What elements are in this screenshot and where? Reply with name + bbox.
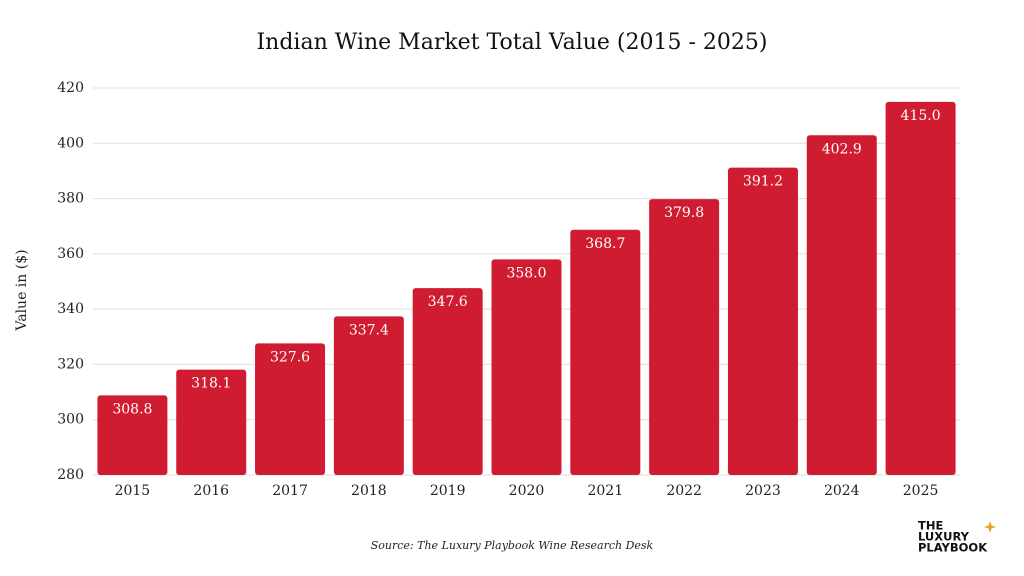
value-label: 358.0 (506, 265, 546, 281)
value-label: 391.2 (743, 174, 783, 190)
x-tick-label: 2019 (430, 483, 466, 499)
bar (649, 199, 720, 476)
x-tick-label: 2022 (666, 483, 702, 499)
value-label: 347.6 (428, 294, 468, 310)
bar (333, 316, 404, 475)
logo-text: LUXURY (918, 530, 970, 544)
x-tick-label: 2023 (745, 483, 781, 499)
y-tick-label: 380 (57, 191, 84, 207)
source-note: Source: The Luxury Playbook Wine Researc… (371, 539, 654, 552)
bar (97, 395, 168, 475)
x-tick-label: 2025 (903, 483, 939, 499)
y-axis-label: Value in ($) (14, 249, 30, 331)
x-tick-label: 2018 (351, 483, 387, 499)
y-tick-label: 420 (57, 80, 84, 96)
bar (255, 343, 326, 475)
chart-title: Indian Wine Market Total Value (2015 - 2… (256, 30, 767, 55)
value-label: 308.8 (112, 401, 152, 417)
x-tick-label: 2021 (587, 483, 623, 499)
logo-text: PLAYBOOK (918, 541, 988, 555)
value-label: 318.1 (191, 376, 231, 392)
x-tick-label: 2024 (824, 483, 860, 499)
value-label: 402.9 (822, 141, 862, 157)
y-tick-label: 340 (57, 301, 84, 317)
bar (570, 229, 641, 475)
x-tick-label: 2017 (272, 483, 308, 499)
value-label: 368.7 (585, 236, 625, 252)
value-label: 415.0 (901, 108, 941, 124)
logo-star (984, 521, 996, 533)
x-tick-label: 2020 (509, 483, 545, 499)
logo-text: THE (918, 519, 943, 533)
value-label: 379.8 (664, 205, 704, 221)
bar (727, 167, 798, 475)
bar (885, 101, 956, 476)
y-tick-label: 360 (57, 246, 84, 262)
x-tick-label: 2015 (115, 483, 151, 499)
y-tick-label: 280 (57, 467, 84, 483)
y-tick-label: 400 (57, 135, 84, 151)
y-tick-label: 320 (57, 356, 84, 372)
bar (491, 259, 562, 475)
y-tick-label: 300 (57, 412, 84, 428)
bar (806, 135, 877, 475)
bar (412, 288, 483, 475)
value-label: 327.6 (270, 349, 310, 365)
x-tick-label: 2016 (193, 483, 229, 499)
value-label: 337.4 (349, 322, 389, 338)
bar (176, 369, 247, 475)
